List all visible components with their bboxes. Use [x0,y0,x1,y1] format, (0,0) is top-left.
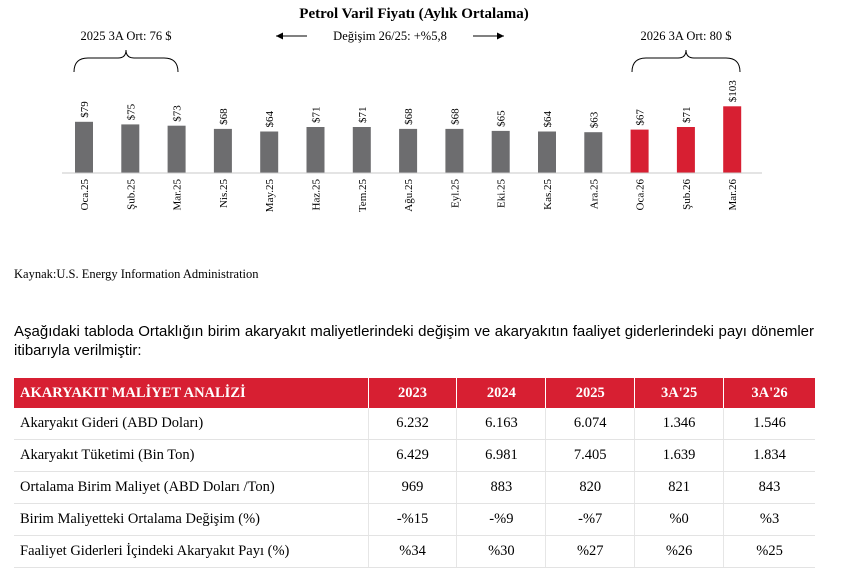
row-label: Birim Maliyetteki Ortalama Değişim (%) [14,503,369,536]
right-bracket [631,49,741,73]
x-tick-label: Tem.25 [357,179,369,213]
bar-May.25 [260,131,279,173]
table-cell: %3 [723,503,815,536]
bar-value-label: $67 [635,109,647,126]
table-row: Akaryakıt Tüketimi (Bin Ton) 6.429 6.981… [14,439,815,472]
table-cell: -%15 [368,503,458,536]
bar-Eyl.25 [445,128,464,173]
table-cell: 6.981 [456,439,547,472]
bar-value-label: $64 [264,111,276,128]
table-cell: 843 [723,471,815,504]
left-bracket-label: 2025 3A Ort: 76 $ [81,29,172,43]
bar-Mar.26 [723,106,742,173]
table-row: Akaryakıt Gideri (ABD Doları) 6.232 6.16… [14,408,815,440]
header-3a26: 3A'26 [723,378,815,408]
header-2023: 2023 [368,378,458,408]
table-cell: 6.232 [368,408,458,440]
x-tick-label: Mar.25 [172,179,184,211]
bar-value-label: $103 [727,80,739,103]
table-cell: 821 [634,471,725,504]
bar-value-label: $68 [218,108,230,125]
x-tick-label: Ara.25 [588,179,600,210]
bar-value-label: $79 [79,101,91,118]
table-cell: 6.074 [545,408,636,440]
x-tick-label: Mar.26 [727,179,739,211]
bar-value-label: $71 [681,107,693,124]
table-cell: %30 [456,535,547,568]
table-cell: 969 [368,471,458,504]
bar-value-label: $64 [542,111,554,128]
x-tick-label: Oca.25 [79,179,91,211]
table-row: Ortalama Birim Maliyet (ABD Doları /Ton)… [14,471,815,504]
header-2024: 2024 [456,378,547,408]
table-cell: 1.834 [723,439,815,472]
source-note: Kaynak:U.S. Energy Information Administr… [14,267,259,281]
table-cell: %27 [545,535,636,568]
intro-paragraph: Aşağıdaki tabloda Ortaklığın birim akary… [14,323,814,359]
bar-value-label: $71 [357,107,369,124]
row-label: Akaryakıt Gideri (ABD Doları) [14,408,369,440]
table-cell: 7.405 [545,439,636,472]
table-cell: %0 [634,503,725,536]
bar-Şub.26 [676,127,695,173]
x-tick-label: Nis.25 [218,179,230,209]
x-tick-label: May.25 [264,179,276,213]
row-label: Akaryakıt Tüketimi (Bin Ton) [14,439,369,472]
bar-value-label: $68 [403,108,415,125]
bar-Oca.26 [630,129,649,173]
row-label: Faaliyet Giderleri İçindeki Akaryakıt Pa… [14,535,369,568]
table-cell: %25 [723,535,815,568]
bar-value-label: $75 [125,103,137,120]
bar-value-label: $73 [172,105,184,122]
table-cell: 1.346 [634,408,725,440]
table-cell: 820 [545,471,636,504]
table-cell: %26 [634,535,725,568]
table-cell: 1.546 [723,408,815,440]
table-header-row: AKARYAKIT MALİYET ANALİZİ 2023 2024 2025… [14,378,815,408]
bar-value-label: $63 [588,111,600,128]
bar-value-label: $71 [311,107,323,124]
change-label: Değişim 26/25: +%5,8 [333,29,447,43]
right-bracket-label: 2026 3A Ort: 80 $ [641,29,732,43]
bar-Tem.25 [352,127,371,173]
row-label: Ortalama Birim Maliyet (ABD Doları /Ton) [14,471,369,504]
bar-Mar.25 [167,125,186,173]
bar-value-label: $65 [496,110,508,127]
table-cell: -%9 [456,503,547,536]
table-cell: -%7 [545,503,636,536]
bar-value-label: $68 [449,108,461,125]
table-cell: 883 [456,471,547,504]
oil-price-chart: Petrol Varil Fiyatı (Aylık Ortalama) 202… [62,6,762,213]
x-tick-label: Şub.26 [681,179,693,210]
x-tick-label: Eyl.25 [449,179,461,209]
x-tick-label: Ağu.25 [403,179,415,212]
x-tick-label: Oca.26 [635,179,647,211]
header-3a25: 3A'25 [634,378,725,408]
x-tick-label: Kas.25 [542,179,554,210]
bar-Eki.25 [491,130,510,173]
header-2025: 2025 [545,378,636,408]
fuel-cost-table: AKARYAKIT MALİYET ANALİZİ 2023 2024 2025… [14,378,815,568]
x-tick-label: Eki.25 [496,179,508,209]
left-arrow-head [276,32,283,40]
bar-Haz.25 [306,127,325,173]
x-tick-label: Haz.25 [311,179,323,211]
table-cell: 6.163 [456,408,547,440]
bar-Kas.25 [538,131,556,173]
table-cell: 1.639 [634,439,725,472]
chart-title: Petrol Varil Fiyatı (Aylık Ortalama) [299,6,528,22]
bar-Nis.25 [213,128,232,173]
bar-Ara.25 [584,132,603,173]
bar-Ağu.25 [399,128,418,173]
header-title: AKARYAKIT MALİYET ANALİZİ [14,378,369,408]
table-cell: 6.429 [368,439,458,472]
right-arrow-head [497,32,504,40]
bar-Oca.25 [75,121,93,173]
left-bracket [73,49,179,73]
table-cell: %34 [368,535,458,568]
table-row: Birim Maliyetteki Ortalama Değişim (%) -… [14,503,815,536]
table-row: Faaliyet Giderleri İçindeki Akaryakıt Pa… [14,535,815,568]
bar-Şub.25 [121,124,140,173]
x-tick-label: Şub.25 [125,179,137,210]
